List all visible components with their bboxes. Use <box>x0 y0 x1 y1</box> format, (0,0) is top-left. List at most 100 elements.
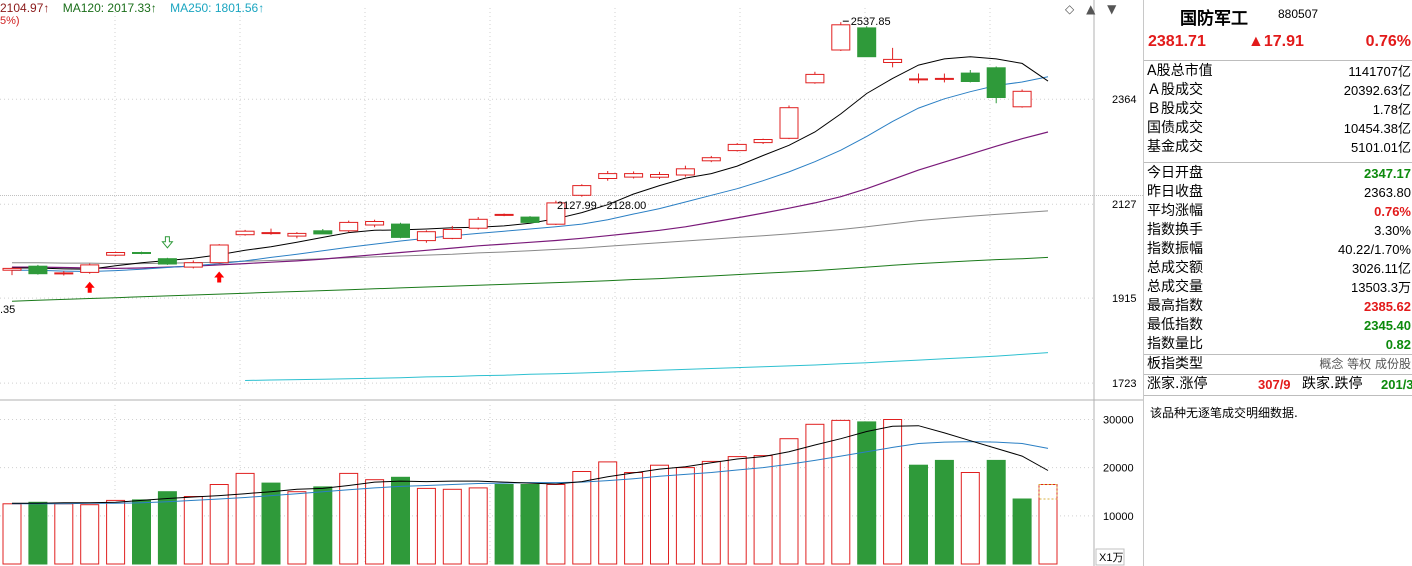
candle-body <box>857 27 877 58</box>
volume-tick-label: 20000 <box>1103 463 1134 475</box>
volume-bar-up <box>235 472 255 565</box>
sector-tags[interactable]: 概念 等权 成份股 <box>1319 357 1411 371</box>
candle-body <box>261 232 281 235</box>
volume-tick-label: 10000 <box>1103 511 1134 523</box>
volume-bar-down <box>494 484 514 565</box>
volume-bar-up <box>106 499 126 565</box>
caret-down-icon[interactable]: ▼ <box>1107 2 1117 16</box>
volume-bar-down <box>132 499 151 565</box>
volume-projection <box>1038 484 1058 500</box>
candle-body <box>520 216 540 223</box>
diamond-icon[interactable]: ◇ <box>1065 2 1075 16</box>
peak-label: 2537.85 <box>851 16 891 28</box>
caret-up-icon[interactable]: ▲ <box>1086 2 1096 16</box>
volume-bar-down <box>261 482 281 565</box>
divider <box>1144 374 1412 375</box>
volume-bar-up <box>365 479 385 565</box>
candle-body <box>157 258 177 265</box>
volume-bar-up <box>701 460 721 565</box>
candle-down <box>960 70 980 83</box>
candle-body <box>701 157 721 162</box>
adv-value: 307/9 <box>1258 377 1291 392</box>
candle-body <box>54 272 74 275</box>
candle-body <box>2 267 22 271</box>
candle-up <box>2 267 22 276</box>
ma5-line <box>12 56 1049 270</box>
stat-row: 指数换手 3.30% <box>1147 221 1412 240</box>
volume-bar-down <box>934 459 954 565</box>
stat-row: 国债成交 10454.38亿 <box>1147 119 1412 138</box>
candle-up <box>546 200 566 226</box>
candle-down <box>132 251 151 255</box>
candle-body <box>365 221 385 226</box>
candle-up <box>883 47 903 68</box>
stat-value: 3.30% <box>1374 223 1411 238</box>
stat-value: 3026.11亿 <box>1351 261 1411 276</box>
volume-bar-up <box>54 503 74 565</box>
candle-down <box>28 264 48 275</box>
candle-body <box>209 244 229 264</box>
stat-label: A股总市值 <box>1147 63 1213 79</box>
stat-value: 0.82 <box>1385 337 1411 352</box>
volume-bar-up <box>442 488 462 565</box>
divider <box>1144 354 1412 355</box>
candle-body <box>572 185 592 196</box>
volume-bar-up <box>883 419 903 565</box>
index-code: 880507 <box>1278 7 1319 21</box>
candle-up <box>54 271 74 276</box>
stat-row: 平均涨幅 0.76% <box>1147 202 1412 221</box>
candle-up <box>468 217 488 230</box>
candle-up <box>209 244 229 264</box>
index-name: 国防军工 <box>1180 9 1248 29</box>
candle-body <box>132 252 151 254</box>
stat-label: 基金成交 <box>1147 139 1203 155</box>
stat-value: 1.78亿 <box>1372 102 1411 117</box>
candle-body <box>727 143 747 152</box>
volume-ma5-line <box>12 425 1049 504</box>
candle-up <box>235 229 255 236</box>
volume-bar-up <box>546 484 566 565</box>
volume-bar-up <box>209 484 229 565</box>
candle-up <box>779 105 799 140</box>
divider <box>1144 60 1412 61</box>
candle-up <box>183 260 203 269</box>
volume-bar-up <box>572 471 592 565</box>
dec-label: 跌家.跌停 <box>1302 376 1363 392</box>
volume-bar-down <box>157 491 177 565</box>
candle-up <box>624 171 644 179</box>
stat-label: 平均涨幅 <box>1147 203 1203 219</box>
stat-row: 基金成交 5101.01亿 <box>1147 138 1412 157</box>
volume-bar-down <box>1012 498 1032 565</box>
kline-chart[interactable]: 2364 2127 1915 1723 30000 20000 10000 X1万 2537.8… <box>0 0 1143 566</box>
stat-label: 指数量比 <box>1147 336 1203 352</box>
sell-arrow-icon <box>161 236 174 249</box>
stat-row: 昨日收盘 2363.80 <box>1147 183 1412 202</box>
candle-down <box>857 26 877 58</box>
adv-label: 涨家.涨停 <box>1147 376 1208 392</box>
stat-value: 2347.17 <box>1364 166 1411 181</box>
candle-down <box>520 216 540 223</box>
candle-up <box>675 165 695 177</box>
divider <box>1144 395 1412 396</box>
candle-body <box>650 174 669 178</box>
stat-row: Ｂ股成交 1.78亿 <box>1147 100 1412 119</box>
stat-row: 总成交额 3026.11亿 <box>1147 259 1412 278</box>
candle-body <box>831 24 851 51</box>
candle-body <box>598 173 618 180</box>
volume-bar-down <box>909 464 928 565</box>
buy-arrow-icon <box>84 281 95 293</box>
sector-type-row: 板指类型 概念 等权 成份股 <box>1147 355 1412 374</box>
stat-label: 指数换手 <box>1147 222 1203 238</box>
candle-body <box>624 173 644 178</box>
volume-bar-down <box>857 421 877 565</box>
kline-grid <box>0 8 1094 392</box>
candle-body <box>494 213 514 216</box>
candle-up <box>831 22 851 51</box>
chart-area[interactable]: 2364 2127 1915 1723 30000 20000 10000 X1万 2537.8… <box>0 0 1143 566</box>
candle-down <box>391 222 410 239</box>
candle-up <box>339 220 359 233</box>
stat-row: 指数量比 0.82 <box>1147 335 1412 354</box>
tick-data-note: 该品种无逐笔成交明细数据. <box>1150 406 1298 420</box>
candle-body <box>934 77 954 80</box>
candle-body <box>468 218 488 229</box>
